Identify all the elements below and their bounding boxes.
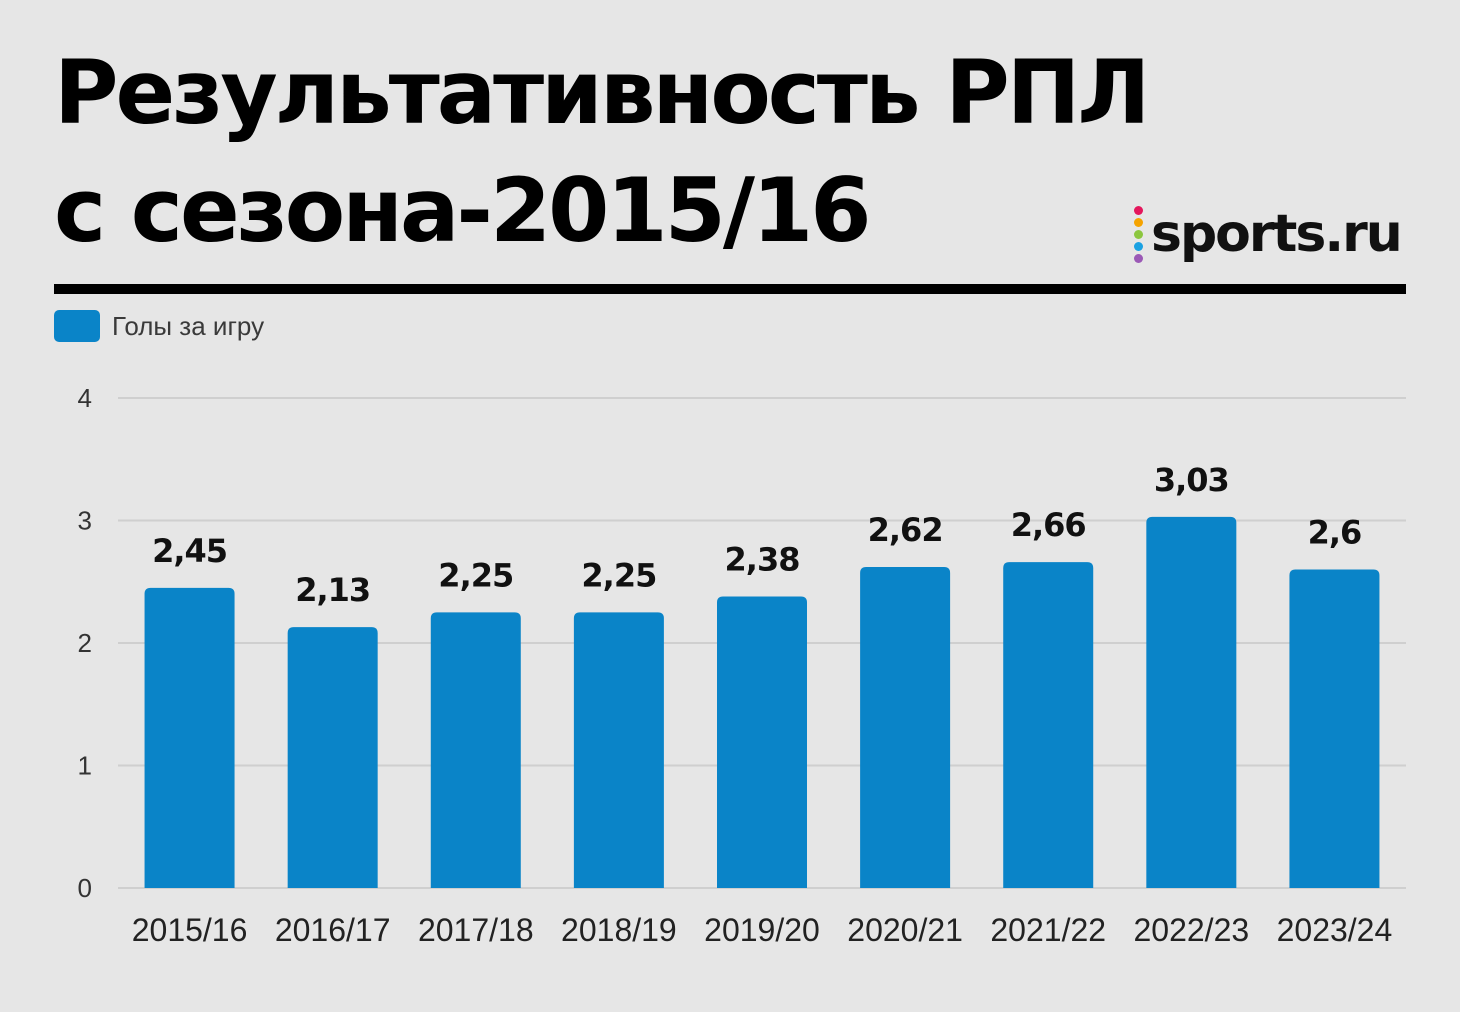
bar-value-label: 2,25 [438, 556, 513, 594]
bar [1003, 562, 1094, 888]
x-tick-label: 2019/20 [704, 912, 820, 948]
bar [1146, 516, 1237, 888]
logo-dot [1134, 241, 1143, 251]
sports-ru-logo: sports.ru [1134, 204, 1403, 264]
logo-dot [1134, 229, 1143, 239]
x-tick-label: 2018/19 [561, 912, 677, 948]
bar-value-label: 3,03 [1154, 461, 1229, 499]
chart-title-line-1: Результативность РПЛ [54, 41, 1150, 144]
title-divider [54, 284, 1406, 294]
bar [860, 567, 951, 888]
x-tick-label: 2016/17 [275, 912, 391, 948]
y-tick-label: 0 [78, 873, 92, 903]
x-tick-label: 2023/24 [1277, 912, 1393, 948]
bar [144, 587, 235, 888]
x-tick-label: 2022/23 [1133, 912, 1249, 948]
bar-value-label: 2,6 [1308, 514, 1362, 552]
bar [573, 612, 664, 888]
x-tick-label: 2015/16 [132, 912, 248, 948]
logo-dot [1134, 253, 1143, 263]
logo-dot [1134, 205, 1143, 215]
chart-title: Результативность РПЛ с сезона-2015/16 [54, 34, 1150, 270]
legend-swatch [54, 310, 100, 342]
y-tick-label: 2 [78, 628, 92, 658]
legend: Голы за игру [54, 310, 264, 342]
y-tick-label: 3 [78, 506, 92, 536]
logo-dot [1134, 217, 1143, 227]
chart-title-line-2: с сезона-2015/16 [54, 159, 871, 262]
bar [1289, 569, 1380, 888]
bar-value-label: 2,62 [868, 511, 943, 549]
bar [717, 596, 807, 888]
x-tick-label: 2021/22 [990, 912, 1106, 948]
bar [430, 612, 521, 888]
bar-value-label: 2,38 [725, 540, 800, 578]
x-tick-label: 2017/18 [418, 912, 534, 948]
x-tick-label: 2020/21 [847, 912, 963, 948]
bar [287, 627, 378, 888]
logo-dots-icon [1134, 205, 1143, 263]
bar-value-label: 2,45 [152, 532, 227, 570]
logo-text: sports.ru [1151, 204, 1403, 264]
y-tick-label: 1 [78, 751, 92, 781]
bar-value-label: 2,25 [581, 556, 656, 594]
legend-label: Голы за игру [112, 310, 265, 341]
bar-value-label: 2,13 [295, 571, 370, 609]
y-tick-label: 4 [78, 383, 92, 413]
bar-value-label: 2,66 [1011, 506, 1086, 544]
